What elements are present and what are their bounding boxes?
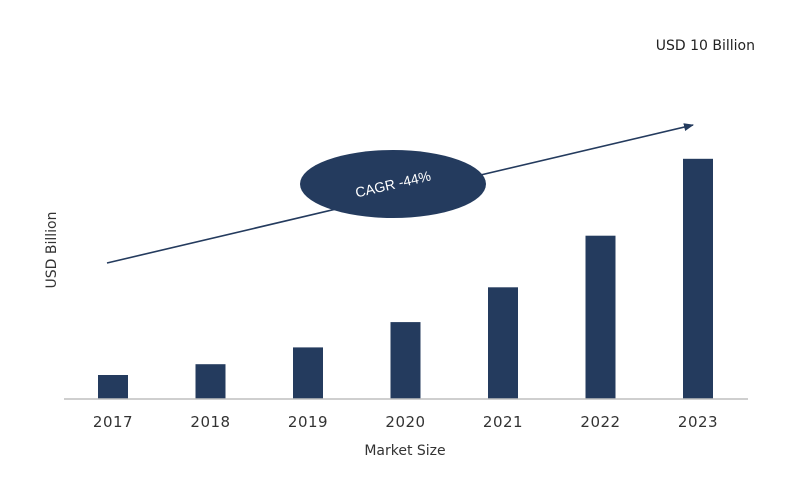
x-tick-2020: 2020	[385, 413, 425, 431]
x-tick-2017: 2017	[93, 413, 133, 431]
x-tick-2022: 2022	[580, 413, 620, 431]
cagr-ellipse	[300, 150, 486, 218]
y-axis-label: USD Billion	[44, 212, 60, 289]
x-tick-2018: 2018	[190, 413, 230, 431]
bar-2020	[390, 322, 421, 399]
growth-trend: CAGR -44%	[106, 123, 694, 264]
bar-2018	[195, 364, 226, 399]
bar-2022	[585, 235, 616, 399]
x-tick-2019: 2019	[288, 413, 328, 431]
x-tick-2021: 2021	[483, 413, 523, 431]
bar-2021	[488, 287, 518, 399]
top-right-annotation: USD 10 Billion	[656, 38, 755, 54]
bar-2017	[98, 375, 128, 399]
bar-2019	[293, 347, 323, 399]
bar-2023	[683, 158, 713, 399]
x-tick-labels: 2017 2018 2019 2020 2021 2022 2023	[93, 413, 718, 431]
x-axis-label: Market Size	[364, 443, 445, 459]
x-tick-2023: 2023	[678, 413, 718, 431]
bars	[98, 158, 713, 399]
